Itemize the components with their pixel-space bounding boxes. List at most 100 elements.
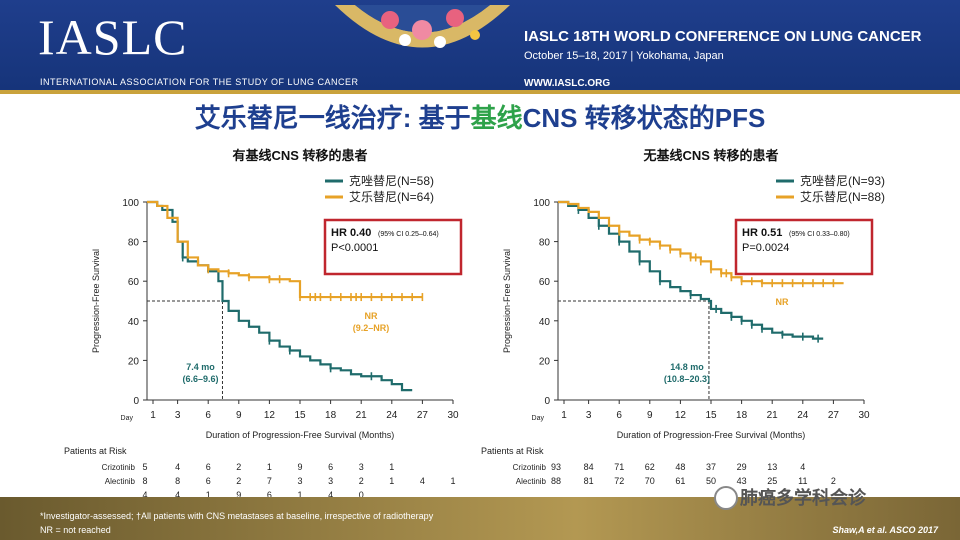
chart2-risk-value: 50 (706, 476, 716, 486)
chart2-risk-value: 2 (831, 476, 836, 486)
chart2-risk-value: 93 (551, 462, 561, 472)
chart1-risk-value: 1 (450, 476, 455, 486)
chart1-y-tick-label: 100 (122, 198, 139, 209)
chart2-y-tick-label: 60 (539, 277, 551, 288)
chart1-risk-value: 6 (328, 462, 333, 472)
chart2-risk-value: 88 (551, 476, 561, 486)
chart2-risk-value: 13 (767, 462, 777, 472)
chart2-x-tick-label: 27 (828, 410, 840, 421)
chart2-nr-label: NR (776, 297, 789, 307)
chart2-risk-value: 48 (675, 462, 685, 472)
chart2-x-tick-label: 30 (858, 410, 870, 421)
chart2-risk-row-label: Crizotinib (513, 463, 547, 472)
chart2-risk-table-header: Patients at Risk (481, 446, 544, 456)
chart2-risk-value: 37 (706, 462, 716, 472)
iaslc-logo: IASLC (38, 9, 188, 65)
chart1-risk-row-label: Alectinib (105, 477, 136, 486)
chart2-risk-value: 72 (614, 476, 624, 486)
chart1-legend-label-alectinib: 艾乐替尼(N=64) (349, 190, 434, 204)
chart1-hr-value: HR 0.40 (331, 227, 371, 239)
chart1-y-axis-label: Progression-Free Survival (91, 249, 101, 353)
chart2-y-tick-label: 100 (533, 198, 550, 209)
chart2-x-tick-label: 9 (647, 410, 653, 421)
chart2-x-axis-day-label: Day (532, 415, 545, 422)
chart1-risk-value: 1 (389, 476, 394, 486)
chart1-title: 有基线CNS 转移的患者 (232, 148, 367, 163)
chart1-risk-value: 1 (389, 462, 394, 472)
chart2-legend-label-crizotinib: 克唑替尼(N=93) (800, 174, 885, 188)
chart2-risk-value: 4 (800, 462, 805, 472)
chart1-risk-value: 3 (328, 476, 333, 486)
chart2-hr-ci: (95% CI 0.33–0.80) (789, 231, 850, 238)
chart1-risk-row-label: Crizotinib (102, 463, 136, 472)
chart2-x-tick-label: 24 (797, 410, 809, 421)
chart1-series-crizotinib-line (147, 200, 413, 392)
chart1-risk-value: 4 (420, 476, 425, 486)
chart1-risk-value: 9 (236, 490, 241, 500)
chart1-risk-value: 6 (267, 490, 272, 500)
chart2-risk-value: 61 (675, 476, 685, 486)
chart1-risk-value: 9 (297, 462, 302, 472)
chart2-median-ci: (10.8–20.3) (664, 374, 710, 384)
chart2-risk-value: 43 (737, 476, 747, 486)
chart1-risk-value: 1 (206, 490, 211, 500)
chart1-risk-value: 8 (175, 476, 180, 486)
chart2-x-tick-label: 6 (616, 410, 622, 421)
chart2-y-tick-label: 80 (539, 238, 551, 249)
chart1-median-ci: (6.6–9.6) (182, 374, 218, 384)
chart1-x-tick-label: 21 (356, 410, 368, 421)
chart1-nr-ci: (9.2–NR) (353, 323, 390, 333)
chart2-x-tick-label: 12 (675, 410, 687, 421)
conference-url[interactable]: WWW.IASLC.ORG (524, 78, 611, 89)
chart1-x-tick-label: 24 (386, 410, 398, 421)
chart2-hr-p-value: P=0.0024 (742, 242, 789, 254)
chart1-x-tick-label: 12 (264, 410, 276, 421)
chart2-y-tick-label: 0 (544, 396, 550, 407)
slide-title: 艾乐替尼一线治疗: 基于基线CNS 转移状态的PFS (194, 103, 766, 133)
chart1-median-label: 7.4 mo (186, 362, 215, 372)
chart1-hr-box (323, 218, 463, 276)
conference-header: IASLC INTERNATIONAL ASSOCIATION FOR THE … (0, 0, 960, 90)
conference-title: IASLC 18TH WORLD CONFERENCE ON LUNG CANC… (524, 28, 922, 45)
citation: Shaw,A et al. ASCO 2017 (832, 525, 938, 535)
chart1-x-tick-label: 9 (236, 410, 242, 421)
chart2-risk-value: 11 (798, 476, 807, 486)
chart2-x-tick-label: 21 (767, 410, 779, 421)
chart1-risk-value: 4 (142, 490, 147, 500)
chart2-risk-value: 71 (614, 462, 624, 472)
chart1-x-tick-label: 3 (175, 410, 181, 421)
chart2-y-axis-label: Progression-Free Survival (502, 249, 512, 353)
chart2-hr-box (734, 218, 874, 276)
chart2-risk-value: 25 (767, 476, 777, 486)
watermark: 肺癌多学科会诊 (740, 488, 866, 508)
chart1-x-axis-day-label: Day (121, 415, 134, 422)
chart1-y-tick-label: 60 (128, 277, 140, 288)
chart1-risk-value: 3 (359, 462, 364, 472)
chart1-hr-ci: (95% CI 0.25–0.64) (378, 231, 439, 238)
chart1-risk-value: 4 (175, 462, 180, 472)
floral-fan-graphic (335, 5, 510, 48)
title-highlight: 基线 (470, 103, 523, 133)
chart2-x-tick-label: 18 (736, 410, 748, 421)
chart1-y-tick-label: 80 (128, 238, 140, 249)
chart1-hr-p-value: P<0.0001 (331, 242, 378, 254)
chart1-legend-label-crizotinib: 克唑替尼(N=58) (349, 174, 434, 188)
chart1-risk-value: 4 (328, 490, 333, 500)
chart2-y-tick-label: 20 (539, 356, 551, 367)
chart2-risk-value: 62 (645, 462, 655, 472)
chart2-x-tick-label: 15 (705, 410, 717, 421)
chart1-risk-value: 8 (142, 476, 147, 486)
org-name: INTERNATIONAL ASSOCIATION FOR THE STUDY … (40, 77, 359, 87)
chart1-x-tick-label: 1 (150, 410, 156, 421)
chart1-risk-value: 2 (359, 476, 364, 486)
chart1-risk-value: 5 (142, 462, 147, 472)
chart2-x-axis-label: Duration of Progression-Free Survival (M… (617, 430, 806, 440)
chart1-risk-value: 3 (297, 476, 302, 486)
chart1-risk-value: 6 (206, 462, 211, 472)
footnote-investigator: *Investigator-assessed; †All patients wi… (40, 511, 434, 521)
chart1-y-tick-label: 20 (128, 356, 140, 367)
chart2-legend-label-alectinib: 艾乐替尼(N=88) (800, 190, 885, 204)
chart1-nr-label: NR (365, 311, 378, 321)
chart1-y-tick-label: 40 (128, 317, 140, 328)
